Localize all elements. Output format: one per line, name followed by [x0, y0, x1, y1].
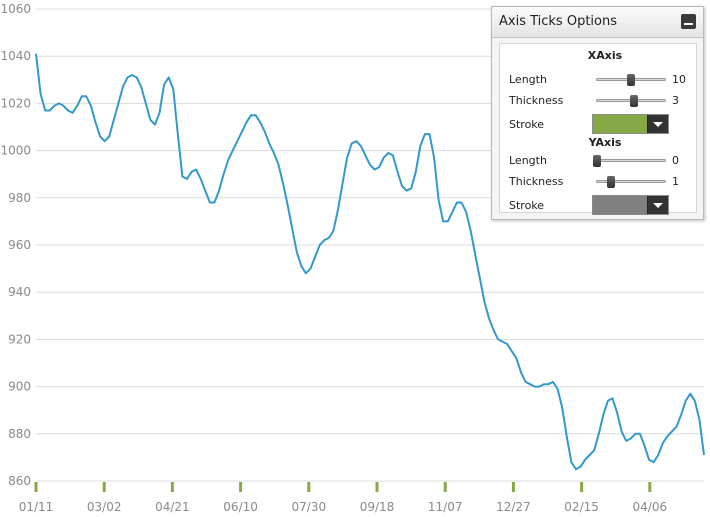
xaxis-length-value: 10 — [672, 73, 686, 86]
xaxis-section-title: XAxis — [587, 49, 623, 62]
yaxis-thickness-label: Thickness — [509, 175, 564, 188]
collapse-icon[interactable] — [681, 14, 696, 29]
x-tick-label: 01/11 — [19, 500, 54, 514]
x-tick-label: 09/18 — [360, 500, 395, 514]
y-tick-label: 1060 — [0, 2, 31, 16]
xaxis-thickness-value: 3 — [672, 94, 679, 107]
yaxis-stroke-picker[interactable] — [592, 195, 669, 215]
yaxis-length-label: Length — [509, 154, 547, 167]
chevron-down-icon[interactable] — [647, 196, 668, 214]
x-tick-label: 02/15 — [564, 500, 599, 514]
y-tick-label: 1000 — [0, 144, 31, 158]
xaxis-length-slider[interactable] — [596, 74, 666, 86]
y-tick-label: 900 — [8, 380, 31, 394]
y-tick-label: 960 — [8, 238, 31, 252]
yaxis-section-title: YAxis — [588, 136, 622, 149]
y-tick-label: 980 — [8, 191, 31, 205]
xaxis-thickness-slider[interactable] — [596, 95, 666, 107]
yaxis-length-slider[interactable] — [593, 155, 666, 167]
xaxis-stroke-picker[interactable] — [592, 114, 669, 134]
x-tick-label: 03/02 — [87, 500, 122, 514]
x-tick-label: 04/21 — [155, 500, 190, 514]
yaxis-stroke-label: Stroke — [509, 199, 545, 212]
xaxis-stroke-label: Stroke — [509, 118, 545, 131]
xaxis-thickness-label: Thickness — [509, 94, 564, 107]
x-tick-label: 07/30 — [292, 500, 327, 514]
panel-header: Axis Ticks Options — [492, 7, 703, 38]
slider-thumb[interactable] — [606, 176, 615, 188]
x-tick-label: 12/27 — [496, 500, 531, 514]
yaxis-thickness-value: 1 — [672, 175, 679, 188]
x-tick-label: 04/06 — [633, 500, 668, 514]
slider-thumb[interactable] — [627, 74, 635, 86]
panel-body: XAxis Length 10 Thickness 3 Stroke YAxis… — [499, 43, 697, 215]
xaxis-length-label: Length — [509, 73, 547, 86]
slider-thumb[interactable] — [630, 95, 639, 107]
y-tick-label: 880 — [8, 427, 31, 441]
axis-ticks-options-panel: Axis Ticks Options XAxis Length 10 Thick… — [491, 6, 704, 220]
y-axis-ticks: 860 880 900 920 940 960 980 1000 1020 1040 1060 — [0, 2, 31, 488]
series-line — [35, 53, 705, 471]
y-tick-label: 1020 — [0, 96, 31, 110]
x-tick-label: 11/07 — [428, 500, 463, 514]
x-axis-ticks: 01/11 03/02 04/21 06/10 07/30 09/18 11/07 12/27… — [19, 482, 667, 514]
yaxis-length-value: 0 — [672, 154, 679, 167]
yaxis-thickness-slider[interactable] — [596, 176, 666, 188]
slider-thumb[interactable] — [593, 155, 601, 167]
chevron-down-icon[interactable] — [647, 115, 668, 133]
panel-title: Axis Ticks Options — [499, 14, 617, 29]
y-tick-label: 920 — [8, 332, 31, 346]
y-tick-label: 1040 — [0, 49, 31, 63]
x-tick-label: 06/10 — [223, 500, 258, 514]
y-tick-label: 940 — [8, 285, 31, 299]
y-tick-label: 860 — [8, 474, 31, 488]
